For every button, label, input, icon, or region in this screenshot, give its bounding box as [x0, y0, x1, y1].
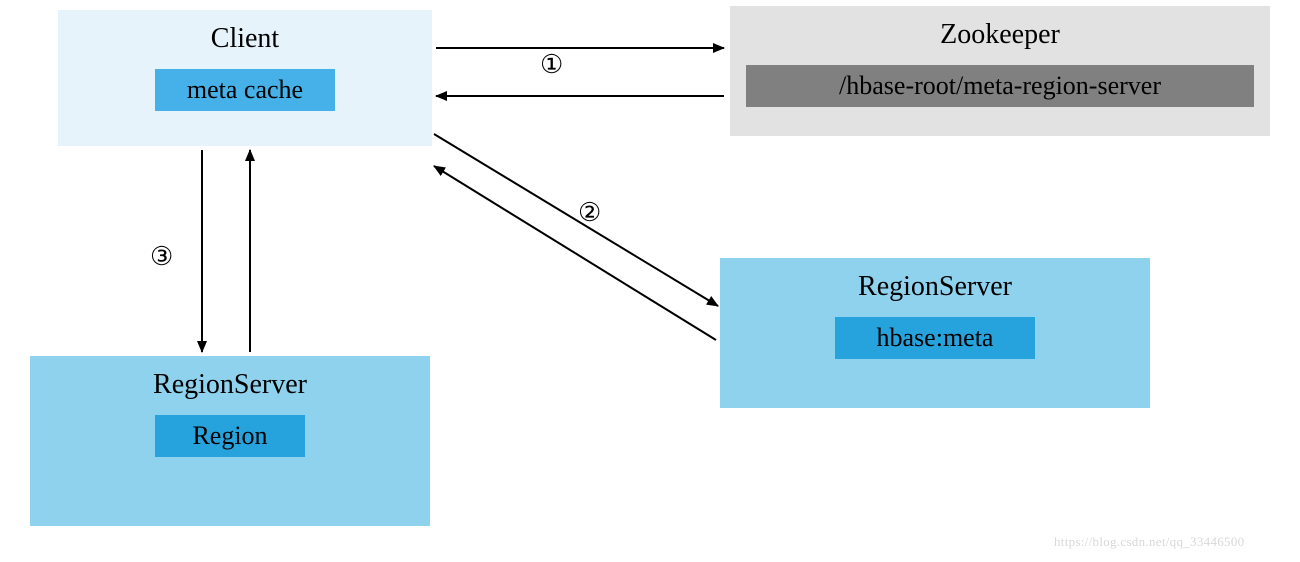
node-client-inner: meta cache — [155, 69, 335, 111]
node-zookeeper-inner: /hbase-root/meta-region-server — [746, 65, 1254, 107]
edge-label-2: ② — [578, 198, 601, 228]
edge-label-3: ③ — [150, 242, 173, 272]
edge-label-1: ① — [540, 50, 563, 80]
node-regionserver-region-inner: Region — [155, 415, 305, 457]
node-regionserver-region: RegionServer Region — [30, 356, 430, 526]
node-regionserver-region-title: RegionServer — [153, 369, 307, 401]
watermark: https://blog.csdn.net/qq_33446500 — [1054, 534, 1244, 550]
node-regionserver-meta: RegionServer hbase:meta — [720, 258, 1150, 408]
node-client: Client meta cache — [58, 10, 432, 146]
node-regionserver-meta-title: RegionServer — [858, 271, 1012, 303]
node-zookeeper: Zookeeper /hbase-root/meta-region-server — [730, 6, 1270, 136]
node-zookeeper-title: Zookeeper — [940, 19, 1060, 51]
node-regionserver-meta-inner: hbase:meta — [835, 317, 1035, 359]
node-client-title: Client — [211, 23, 279, 55]
